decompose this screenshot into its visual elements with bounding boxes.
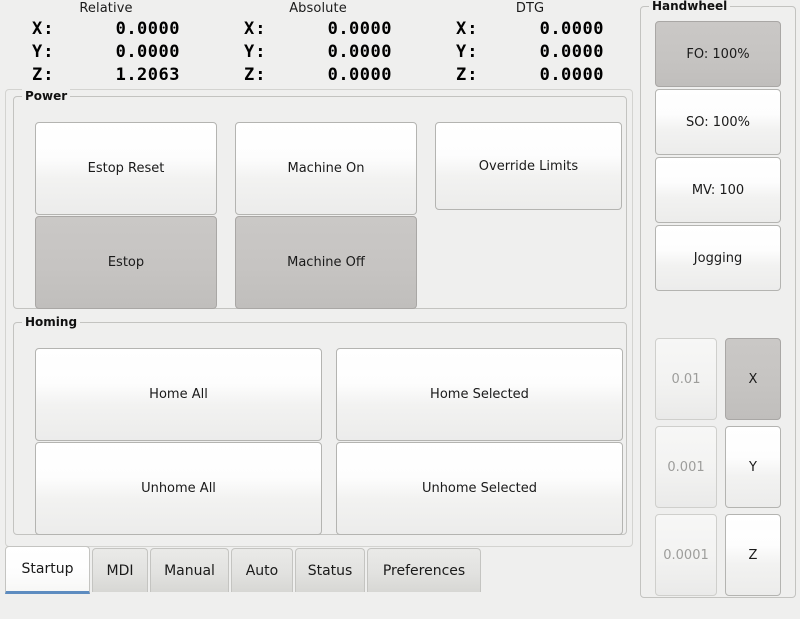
- unhome-all-button[interactable]: Unhome All: [35, 442, 322, 535]
- dro-axis-label-relative-z: Z:: [32, 65, 55, 85]
- dro-row-absolute-y: Y: 0.0000: [244, 41, 392, 64]
- dro-title-dtg: DTG: [515, 1, 545, 16]
- tab-bar: Startup MDI Manual Auto Status Preferenc…: [5, 546, 633, 596]
- dro-axis-label-absolute-y: Y:: [244, 42, 267, 62]
- axis-z-button[interactable]: Z: [725, 514, 781, 596]
- dro-axis-label-absolute-z: Z:: [244, 65, 267, 85]
- dro-rows-dtg: X: 0.0000 Y: 0.0000 Z: 0.0000: [456, 18, 604, 87]
- dro-rows-relative: X: 0.0000 Y: 0.0000 Z: 1.2063: [32, 18, 180, 87]
- dro-title-absolute: Absolute: [289, 1, 347, 16]
- dro-value-relative-x: 0.0000: [115, 19, 180, 39]
- dro-axis-label-dtg-x: X:: [456, 19, 479, 39]
- increment-0-01-button[interactable]: 0.01: [655, 338, 717, 420]
- dro-axis-label-dtg-y: Y:: [456, 42, 479, 62]
- estop-reset-button[interactable]: Estop Reset: [35, 122, 217, 215]
- dro-column-absolute: Absolute X: 0.0000 Y: 0.0000 Z: 0.0000: [212, 0, 424, 88]
- handwheel-group-title: Handwheel: [649, 0, 731, 13]
- power-group-title: Power: [22, 89, 71, 103]
- jogging-button[interactable]: Jogging: [655, 225, 781, 291]
- dro-row-dtg-y: Y: 0.0000: [456, 41, 604, 64]
- dro-axis-label-relative-x: X:: [32, 19, 55, 39]
- dro-axis-label-absolute-x: X:: [244, 19, 267, 39]
- dro-row-absolute-x: X: 0.0000: [244, 18, 392, 41]
- machine-off-button[interactable]: Machine Off: [235, 216, 417, 309]
- homing-group: Homing Home All Home Selected Unhome All…: [13, 315, 627, 535]
- dro-column-dtg: DTG X: 0.0000 Y: 0.0000 Z: 0.0000: [424, 0, 636, 88]
- home-all-button[interactable]: Home All: [35, 348, 322, 441]
- unhome-selected-button[interactable]: Unhome Selected: [336, 442, 623, 535]
- dro-title-relative: Relative: [79, 1, 133, 16]
- home-selected-button[interactable]: Home Selected: [336, 348, 623, 441]
- handwheel-group: Handwheel FO: 100% SO: 100% MV: 100 Jogg…: [640, 0, 796, 598]
- max-velocity-button[interactable]: MV: 100: [655, 157, 781, 223]
- increment-0-001-button[interactable]: 0.001: [655, 426, 717, 508]
- dro-row-dtg-z: Z: 0.0000: [456, 64, 604, 87]
- dro-value-dtg-y: 0.0000: [539, 42, 604, 62]
- homing-group-title: Homing: [22, 315, 81, 329]
- startup-tab-panel: Power Estop Reset Machine On Override Li…: [5, 89, 633, 547]
- dro-value-relative-z: 1.2063: [115, 65, 180, 85]
- axis-x-button[interactable]: X: [725, 338, 781, 420]
- dro-column-relative: Relative X: 0.0000 Y: 0.0000 Z: 1.2063: [0, 0, 212, 88]
- override-limits-button[interactable]: Override Limits: [435, 122, 622, 210]
- axis-y-button[interactable]: Y: [725, 426, 781, 508]
- tab-startup[interactable]: Startup: [5, 546, 90, 594]
- dro-row-relative-y: Y: 0.0000: [32, 41, 180, 64]
- power-group: Power Estop Reset Machine On Override Li…: [13, 89, 627, 309]
- tab-preferences[interactable]: Preferences: [367, 548, 481, 592]
- dro-value-absolute-y: 0.0000: [327, 42, 392, 62]
- dro-readout-area: Relative X: 0.0000 Y: 0.0000 Z: 1.2063 A…: [0, 0, 636, 88]
- tab-auto[interactable]: Auto: [231, 548, 293, 592]
- dro-value-absolute-x: 0.0000: [327, 19, 392, 39]
- dro-value-relative-y: 0.0000: [115, 42, 180, 62]
- dro-row-relative-x: X: 0.0000: [32, 18, 180, 41]
- feed-override-button[interactable]: FO: 100%: [655, 21, 781, 87]
- estop-button[interactable]: Estop: [35, 216, 217, 309]
- tab-mdi[interactable]: MDI: [92, 548, 148, 592]
- dro-value-absolute-z: 0.0000: [327, 65, 392, 85]
- tab-status[interactable]: Status: [295, 548, 365, 592]
- dro-row-relative-z: Z: 1.2063: [32, 64, 180, 87]
- dro-axis-label-relative-y: Y:: [32, 42, 55, 62]
- spindle-override-button[interactable]: SO: 100%: [655, 89, 781, 155]
- dro-row-absolute-z: Z: 0.0000: [244, 64, 392, 87]
- dro-axis-label-dtg-z: Z:: [456, 65, 479, 85]
- dro-value-dtg-z: 0.0000: [539, 65, 604, 85]
- dro-rows-absolute: X: 0.0000 Y: 0.0000 Z: 0.0000: [244, 18, 392, 87]
- dro-row-dtg-x: X: 0.0000: [456, 18, 604, 41]
- dro-value-dtg-x: 0.0000: [539, 19, 604, 39]
- machine-on-button[interactable]: Machine On: [235, 122, 417, 215]
- increment-0-0001-button[interactable]: 0.0001: [655, 514, 717, 596]
- tab-manual[interactable]: Manual: [150, 548, 229, 592]
